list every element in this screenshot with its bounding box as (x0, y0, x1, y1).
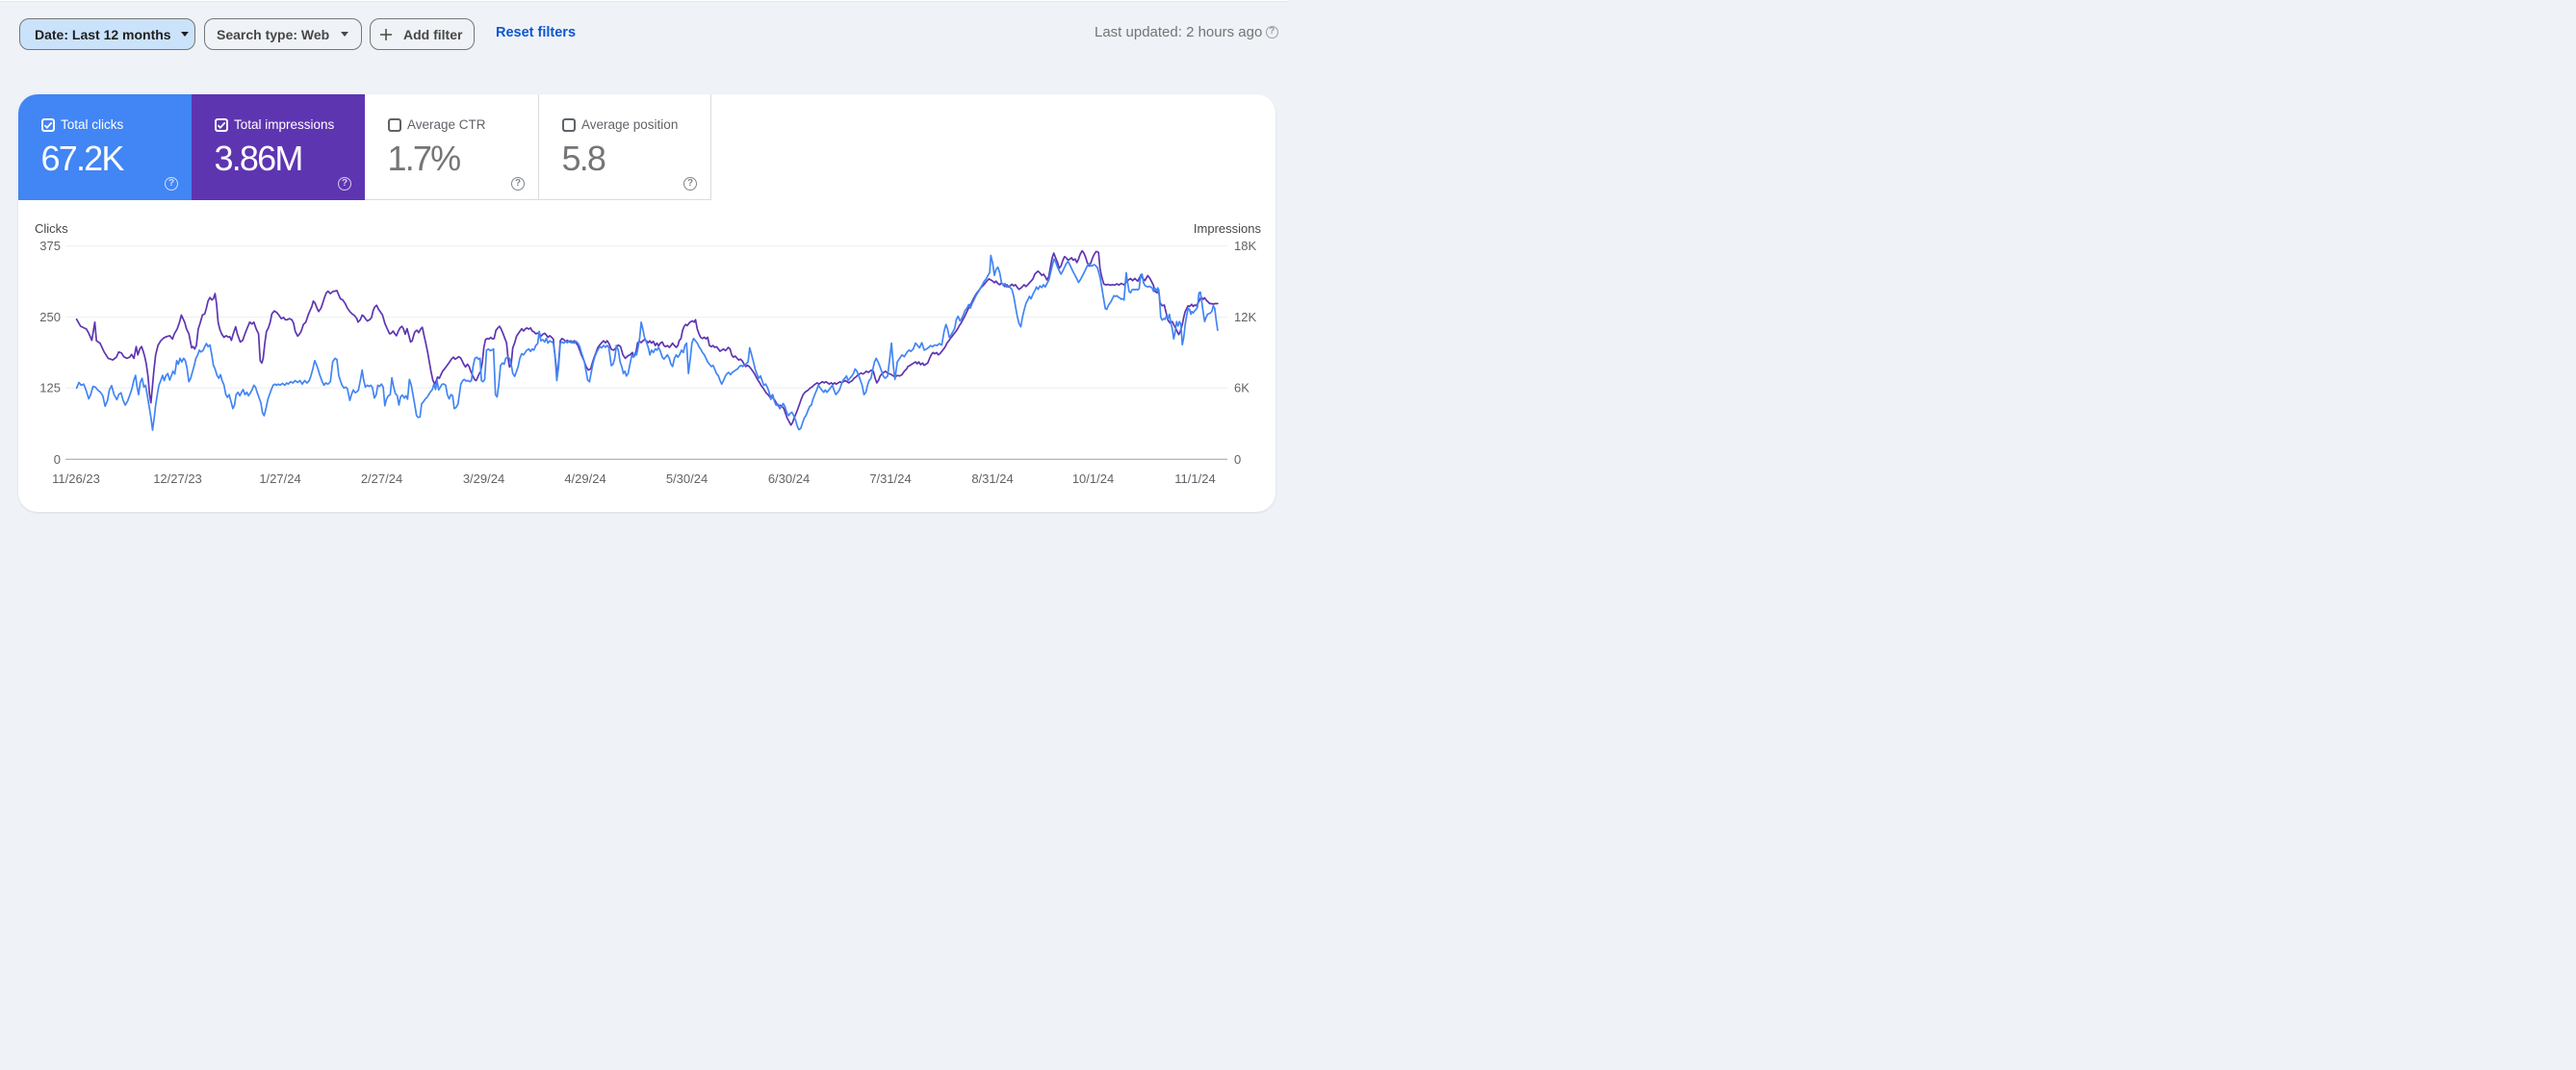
svg-text:11/26/23: 11/26/23 (52, 471, 100, 486)
svg-text:6/30/24: 6/30/24 (768, 471, 810, 486)
svg-text:12K: 12K (1234, 310, 1256, 324)
svg-text:Impressions: Impressions (1194, 221, 1262, 236)
svg-text:7/31/24: 7/31/24 (869, 471, 911, 486)
svg-text:0: 0 (54, 452, 61, 467)
svg-text:125: 125 (39, 381, 61, 395)
svg-text:10/1/24: 10/1/24 (1072, 471, 1114, 486)
svg-text:0: 0 (1234, 452, 1241, 467)
svg-text:375: 375 (39, 239, 61, 253)
svg-text:2/27/24: 2/27/24 (361, 471, 402, 486)
svg-text:250: 250 (39, 310, 61, 324)
svg-text:4/29/24: 4/29/24 (564, 471, 605, 486)
svg-text:18K: 18K (1234, 239, 1256, 253)
svg-text:6K: 6K (1234, 381, 1249, 395)
svg-text:8/31/24: 8/31/24 (971, 471, 1013, 486)
svg-text:11/1/24: 11/1/24 (1174, 471, 1215, 486)
svg-text:5/30/24: 5/30/24 (666, 471, 708, 486)
svg-text:3/29/24: 3/29/24 (463, 471, 504, 486)
svg-text:12/27/23: 12/27/23 (153, 471, 202, 486)
svg-text:Clicks: Clicks (35, 221, 68, 236)
svg-text:1/27/24: 1/27/24 (259, 471, 300, 486)
